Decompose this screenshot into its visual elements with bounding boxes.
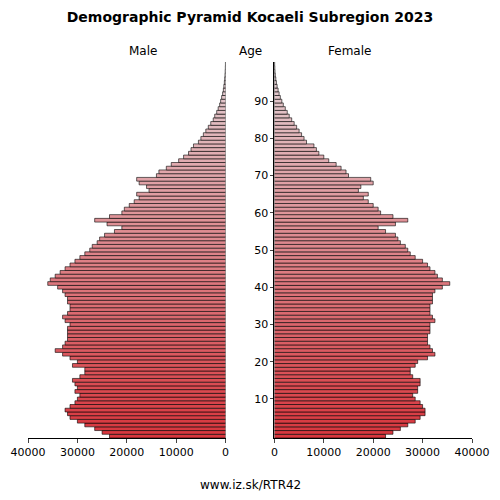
svg-text:80: 80 [254,132,268,145]
svg-text:30: 30 [254,318,268,331]
svg-text:Female: Female [328,44,371,58]
svg-text:40000: 40000 [455,446,490,459]
svg-text:10000: 10000 [306,446,341,459]
svg-text:Age: Age [239,44,262,58]
svg-text:Male: Male [129,44,157,58]
svg-text:30000: 30000 [60,446,95,459]
svg-text:40000: 40000 [11,446,46,459]
svg-text:Demographic Pyramid Kocaeli Su: Demographic Pyramid Kocaeli Subregion 20… [67,9,434,25]
svg-text:50: 50 [254,244,268,257]
svg-text:20000: 20000 [356,446,391,459]
svg-text:20: 20 [254,356,268,369]
svg-text:70: 70 [254,169,268,182]
svg-text:0: 0 [271,446,278,459]
svg-text:30000: 30000 [405,446,440,459]
svg-text:0: 0 [222,446,229,459]
svg-text:90: 90 [254,95,268,108]
svg-text:10000: 10000 [159,446,194,459]
svg-text:10: 10 [254,393,268,406]
svg-text:60: 60 [254,207,268,220]
svg-text:20000: 20000 [109,446,144,459]
svg-text:www.iz.sk/RTR42: www.iz.sk/RTR42 [200,478,301,492]
svg-text:40: 40 [254,281,268,294]
